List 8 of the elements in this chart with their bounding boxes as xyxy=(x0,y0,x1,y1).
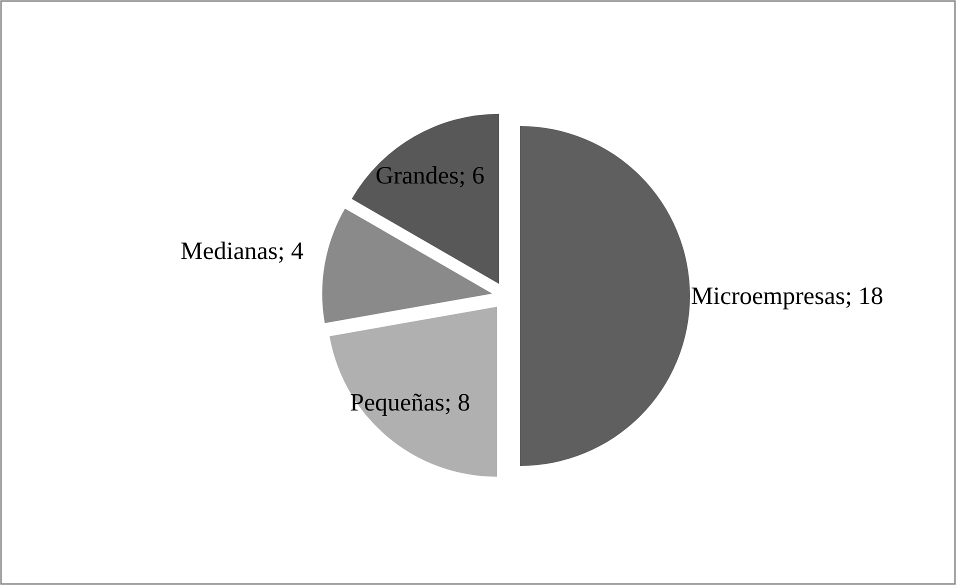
slice-label: Grandes xyxy=(375,162,459,190)
slice-label: Medianas xyxy=(180,238,278,265)
slice-label: Microempresas xyxy=(690,283,846,310)
data-label: ; 4 xyxy=(278,238,304,265)
slice-label: Pequeñas xyxy=(350,389,444,416)
data-label: ; 18 xyxy=(845,283,884,310)
data-label: ; 8 xyxy=(444,389,470,416)
data-label: ; 6 xyxy=(458,162,484,190)
